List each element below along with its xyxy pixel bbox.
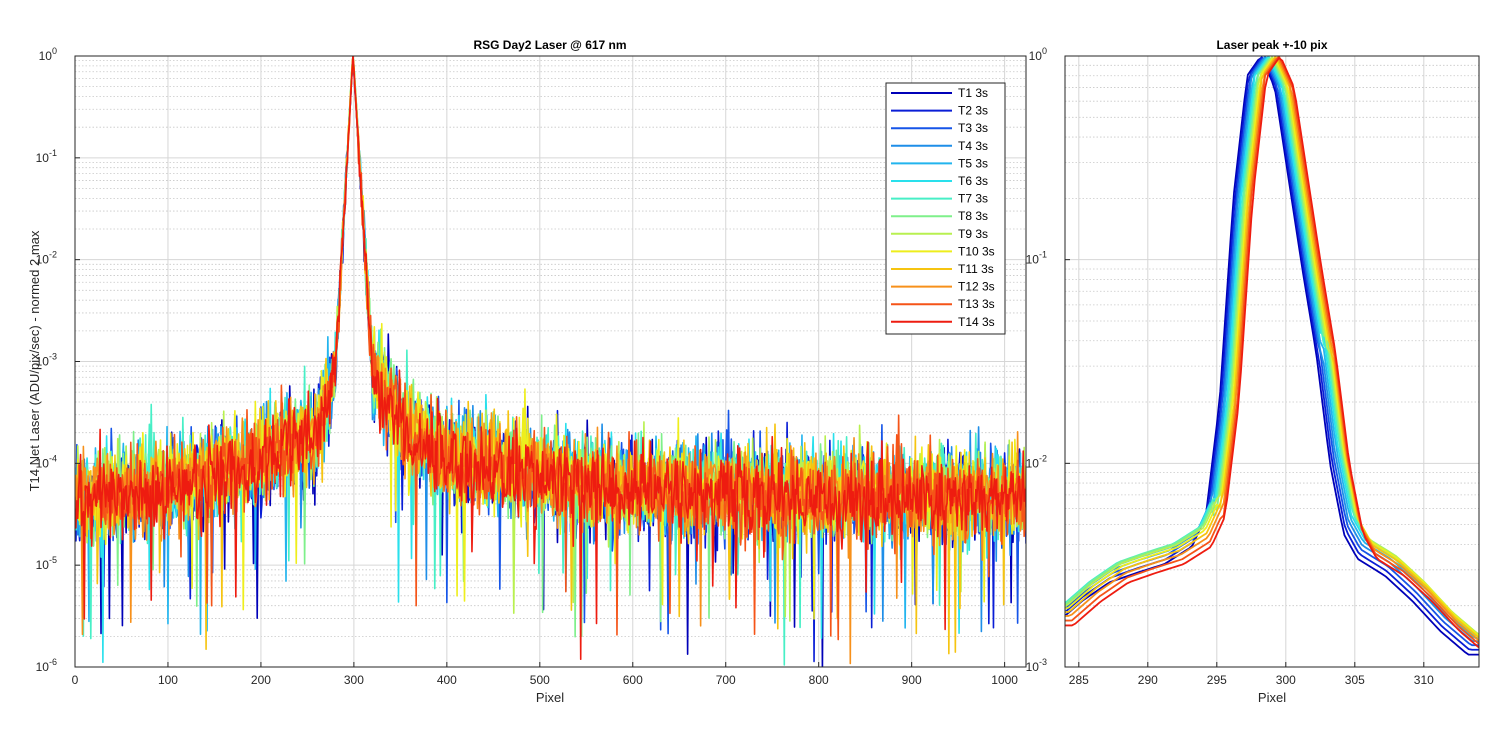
zoom-x-tick-label: 290 [1138, 673, 1158, 687]
zoom-x-label: Pixel [1258, 690, 1286, 705]
main-y-tick-label: 10-3 [36, 352, 57, 369]
main-x-tick-label: 900 [902, 673, 922, 687]
zoom-x-tick-label: 310 [1414, 673, 1434, 687]
zoom-y-ticks: 10-3 10-2 10-1 100 [1026, 46, 1070, 674]
legend-entry-label: T4 3s [958, 139, 988, 153]
main-series-line-14 [75, 56, 1026, 661]
main-y-tick-label: 10-4 [36, 453, 57, 470]
legend-entry-label: T8 3s [958, 209, 988, 223]
main-x-ticks: 0 100 200 300 400 500 600 700 800 900 1000 [72, 662, 1018, 687]
zoom-series-line-12 [1065, 57, 1479, 642]
zoom-x-tick-label: 285 [1069, 673, 1089, 687]
main-x-tick-label: 500 [530, 673, 550, 687]
main-plot: 0 100 200 300 400 500 600 700 800 900 1000 10-610-… [27, 38, 1027, 705]
legend-entry-label: T1 3s [958, 86, 988, 100]
main-x-tick-label: 600 [623, 673, 643, 687]
legend-entry-label: T2 3s [958, 104, 988, 118]
zoom-y-tick-label: 100 [1029, 46, 1047, 63]
legend-entry-label: T14 3s [958, 315, 995, 329]
zoom-series-line-10 [1065, 57, 1479, 637]
zoom-y-tick-label: 10-2 [1026, 453, 1047, 470]
legend-box [885, 82, 1006, 335]
main-y-label: T14 Net Laser (ADU/pix/sec) - normed 2 m… [27, 230, 42, 491]
main-y-tick-label: 10-6 [36, 657, 57, 674]
zoom-plot: 285 290 295 300 305 310 10-3 10-2 10-1 100 Laser… [1026, 38, 1480, 705]
zoom-series-line-11 [1065, 56, 1479, 639]
main-y-tick-label: 10-1 [36, 148, 57, 165]
main-x-label: Pixel [536, 690, 564, 705]
legend-entry-label: T7 3s [958, 192, 988, 206]
legend-entry-label: T5 3s [958, 156, 988, 170]
legend-entry-label: T3 3s [958, 121, 988, 135]
zoom-plot-frame [1064, 55, 1480, 668]
zoom-x-tick-label: 300 [1276, 673, 1296, 687]
zoom-series-line-14 [1065, 57, 1479, 649]
legend-entry-label: T10 3s [958, 244, 995, 258]
legend-entry-label: T13 3s [958, 297, 995, 311]
main-series-lines [75, 56, 1026, 667]
main-x-tick-label: 100 [158, 673, 178, 687]
zoom-series-line-13 [1065, 56, 1479, 645]
main-x-tick-label: 400 [437, 673, 457, 687]
zoom-x-tick-label: 295 [1207, 673, 1227, 687]
main-grid [74, 55, 1026, 668]
main-y-tick-label: 100 [39, 46, 57, 63]
main-x-tick-label: 300 [344, 673, 364, 687]
main-y-tick-label: 10-5 [36, 555, 57, 572]
zoom-x-ticks: 285 290 295 300 305 310 [1069, 662, 1434, 687]
legend-entry-label: T11 3s [958, 262, 994, 276]
legend-entry-label: T9 3s [958, 227, 988, 241]
main-x-tick-label: 700 [716, 673, 736, 687]
zoom-y-tick-label: 10-1 [1026, 250, 1047, 267]
main-x-tick-label: 1000 [991, 673, 1018, 687]
zoom-series-lines [1065, 56, 1479, 656]
main-x-tick-label: 800 [809, 673, 829, 687]
main-x-tick-label: 200 [251, 673, 271, 687]
main-y-ticks: 10-6 10-5 10-4 10-3 10-2 10-1 100 [36, 46, 80, 674]
zoom-y-tick-label: 10-3 [1026, 657, 1047, 674]
zoom-series-line-1 [1065, 56, 1479, 656]
zoom-x-tick-label: 305 [1345, 673, 1365, 687]
legend-entry-label: T6 3s [958, 174, 988, 188]
zoom-title: Laser peak +-10 pix [1216, 38, 1327, 52]
main-x-tick-label: 0 [72, 673, 79, 687]
legend: T1 3s T2 3s T3 3s T4 3s T5 3s T6 3s T7 3s T8 3s… [885, 82, 1006, 335]
legend-entry-label: T12 3s [958, 280, 995, 294]
main-title: RSG Day2 Laser @ 617 nm [473, 38, 626, 52]
main-y-tick-label: 10-2 [36, 250, 57, 267]
